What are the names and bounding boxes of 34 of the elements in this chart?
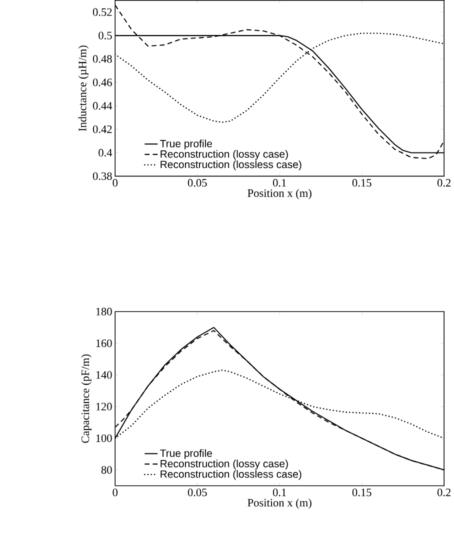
y-tick-label: 0.46 <box>93 78 112 86</box>
y-axis-title: Capacitance (pF/m) <box>81 354 92 443</box>
y-tick-label: 180 <box>96 308 112 316</box>
y-tick-label: 0.48 <box>93 55 112 63</box>
x-tick-label: 0.15 <box>352 488 372 496</box>
y-tick-label: 0.52 <box>93 8 112 16</box>
legend-label: Reconstruction (lossless case) <box>160 470 302 480</box>
y-tick-label: 120 <box>96 402 112 410</box>
x-tick-label: 0 <box>112 179 118 187</box>
x-tick-label: 0.15 <box>352 179 372 187</box>
x-tick-label: 0.2 <box>438 488 451 496</box>
y-tick-label: 0.38 <box>93 172 112 180</box>
x-tick-label: 0.2 <box>438 179 451 187</box>
legend-label: True profile <box>160 449 212 460</box>
y-tick-label: 80 <box>102 466 112 474</box>
y-tick-label: 0.5 <box>98 32 112 40</box>
legend-label: Reconstruction (lossy case) <box>160 150 288 160</box>
x-tick-label: 0.1 <box>273 179 286 187</box>
y-axis-title: Inductance (µH/m) <box>78 46 89 132</box>
y-tick-label: 0.42 <box>93 125 112 134</box>
y-tick-label: 100 <box>96 434 112 442</box>
legend-label: Reconstruction (lossy case) <box>160 460 288 470</box>
y-tick-label: 0.44 <box>93 102 112 110</box>
legend-label: True profile <box>160 140 212 150</box>
y-tick-label: 140 <box>96 371 112 379</box>
y-tick-label: 160 <box>96 339 112 348</box>
x-axis-title: Position x (m) <box>248 498 312 509</box>
legend-label: Reconstruction (lossless case) <box>160 160 302 170</box>
x-tick-label: 0 <box>112 488 118 496</box>
y-tick-label: 0.4 <box>98 148 112 157</box>
x-tick-label: 0.1 <box>273 488 286 496</box>
x-tick-label: 0.05 <box>188 488 207 496</box>
x-tick-label: 0.05 <box>188 179 207 187</box>
x-axis-title: Position x (m) <box>248 188 312 200</box>
